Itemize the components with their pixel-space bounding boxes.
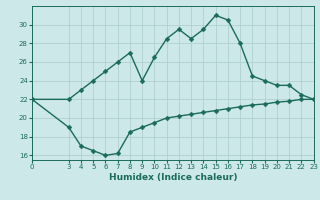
X-axis label: Humidex (Indice chaleur): Humidex (Indice chaleur)	[108, 173, 237, 182]
